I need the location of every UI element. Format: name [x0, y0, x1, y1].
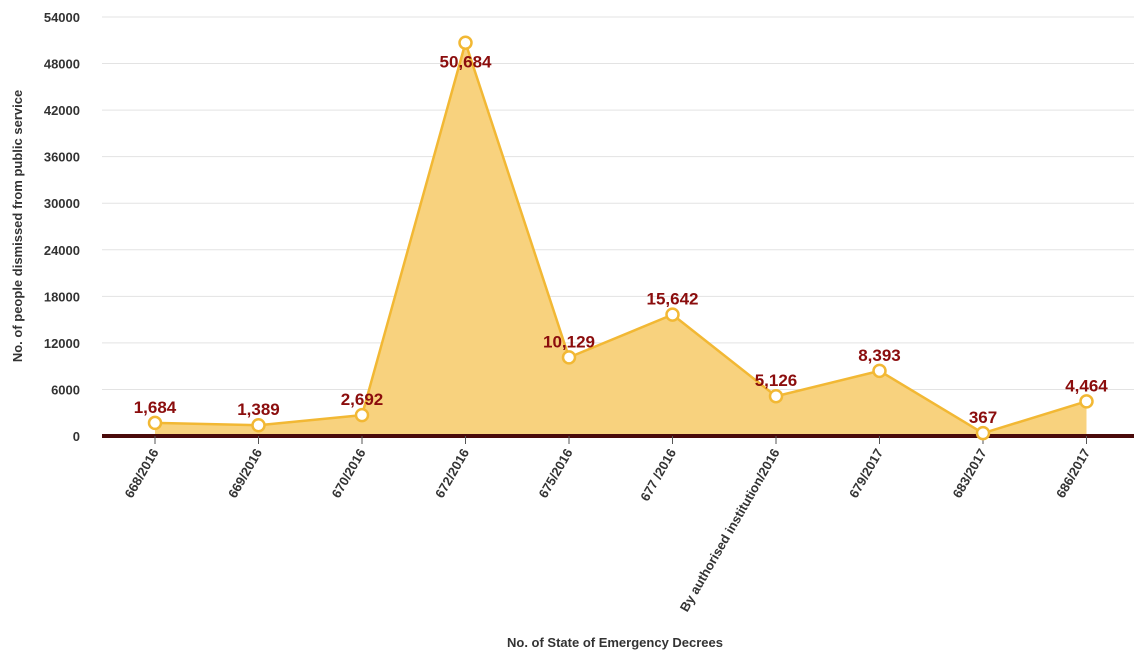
x-tick-label: 670/2016: [328, 446, 368, 500]
data-point: [975, 425, 991, 441]
data-label: 1,684: [134, 398, 177, 417]
x-tick-label: 679/2017: [846, 446, 886, 500]
x-axis-title: No. of State of Emergency Decrees: [507, 635, 723, 650]
data-point: [768, 388, 784, 404]
series-line: [154, 41, 1087, 435]
x-tick-label: 672/2016: [432, 446, 472, 500]
data-label: 1,389: [237, 400, 280, 419]
x-tick-label: By authorised institution/2016: [677, 446, 783, 614]
y-tick-label: 0: [73, 429, 80, 444]
y-tick-label: 30000: [44, 196, 80, 211]
gridlines: [102, 16, 1134, 390]
data-label: 8,393: [858, 346, 901, 365]
data-label: 10,129: [543, 332, 595, 351]
data-points: [147, 35, 1094, 441]
data-label: 5,126: [755, 371, 798, 390]
y-tick-label: 54000: [44, 10, 80, 25]
data-label: 2,692: [341, 390, 384, 409]
data-point: [354, 407, 370, 423]
data-point: [458, 35, 473, 50]
x-axis-ticks: 668/2016 669/2016 670/2016 672/2016 675/2016…: [121, 436, 1093, 614]
data-point: [561, 350, 577, 365]
x-tick-label: 677 /2016: [637, 446, 679, 504]
data-labels: 1,684 1,389 2,692 50,684 10,129 15,642 5,126 8,…: [134, 53, 1109, 427]
y-tick-label: 48000: [44, 57, 80, 72]
y-axis-title: No. of people dismissed from public serv…: [10, 90, 25, 362]
y-tick-label: 12000: [44, 336, 80, 351]
data-area: [154, 41, 1087, 436]
area-fill: [155, 42, 1087, 436]
y-tick-label: 36000: [44, 150, 80, 165]
data-label: 15,642: [647, 290, 699, 309]
data-point: [665, 307, 680, 322]
x-tick-label: 669/2016: [225, 446, 265, 500]
x-tick-label: 675/2016: [535, 446, 575, 500]
y-tick-label: 24000: [44, 243, 80, 258]
data-point: [1079, 394, 1094, 409]
data-label: 50,684: [440, 53, 493, 72]
x-tick-label: 683/2017: [949, 446, 989, 500]
x-tick-label: 668/2016: [121, 446, 161, 500]
y-tick-label: 42000: [44, 103, 80, 118]
x-tick-label: 686/2017: [1053, 446, 1093, 500]
data-point: [251, 417, 266, 433]
data-label: 367: [969, 408, 997, 427]
y-tick-label: 6000: [51, 382, 80, 397]
y-axis-ticks: 0 6000 12000 18000 24000 30000 36000 42000 48000…: [44, 10, 80, 444]
data-point: [872, 363, 887, 379]
data-label: 4,464: [1065, 376, 1108, 395]
data-point: [147, 415, 163, 431]
y-tick-label: 18000: [44, 289, 80, 304]
